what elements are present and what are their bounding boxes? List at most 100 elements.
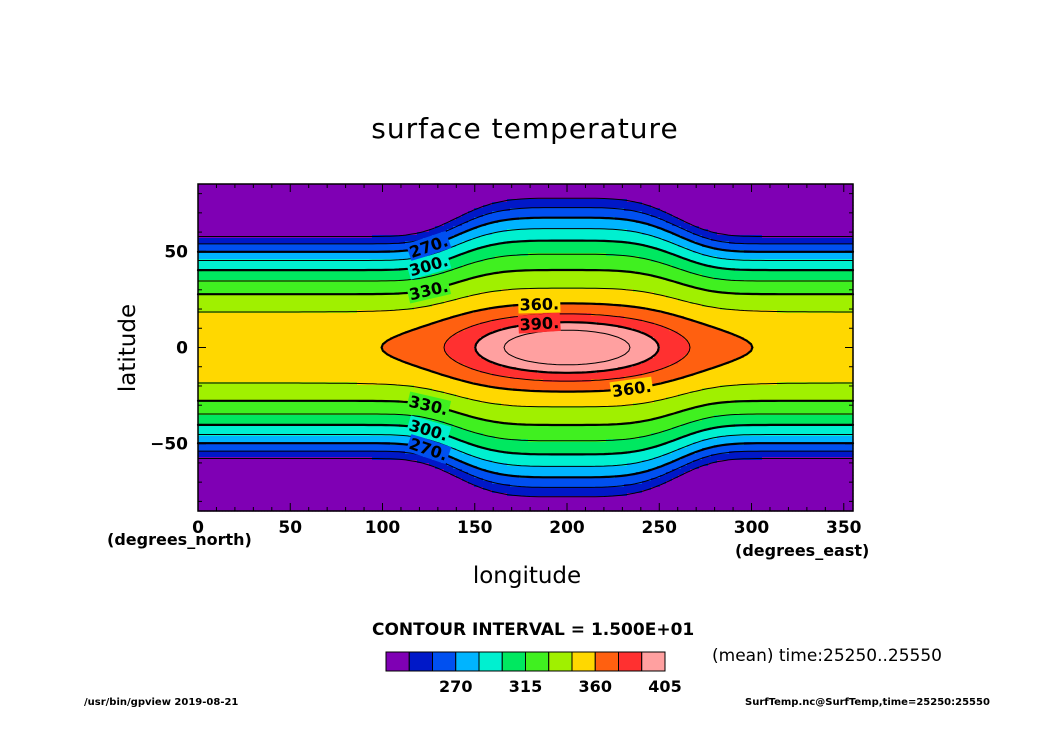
fill-cell [219,196,223,200]
fill-cell [594,184,598,188]
fill-cell [261,196,265,200]
fill-cell [729,184,733,188]
fill-cell [204,190,208,194]
fill-cell [849,202,853,206]
fill-cell [747,184,751,188]
fill-cell [801,184,805,188]
fill-cell [498,193,502,197]
fill-cell [414,199,418,203]
fill-cell [513,202,517,206]
fill-cell [267,199,271,203]
fill-cell [600,199,604,203]
fill-cell [702,193,706,197]
fill-cell [609,202,613,206]
fill-cell [471,199,475,203]
fill-cell [774,184,778,188]
fill-cell [567,184,571,188]
fill-cell [660,202,664,206]
fill-cell [597,193,601,197]
fill-cell [255,187,259,191]
fill-cell [264,193,268,197]
fill-cell [246,205,250,209]
fill-cell [765,199,769,203]
fill-cell [222,184,226,188]
fill-cell [741,187,745,191]
fill-cell [705,196,709,200]
fill-cell [663,202,667,206]
fill-cell [846,187,850,191]
fill-cell [504,184,508,188]
fill-cell [408,196,412,200]
fill-cell [201,202,205,206]
fill-cell [528,193,532,197]
fill-cell [537,202,541,206]
fill-cell [633,190,637,194]
fill-cell [312,205,316,209]
fill-cell [789,187,793,191]
fill-cell [390,184,394,188]
fill-cell [783,202,787,206]
fill-cell [690,199,694,203]
fill-cell [543,187,547,191]
fill-cell [528,190,532,194]
fill-cell [363,199,367,203]
fill-cell [798,184,802,188]
fill-cell [738,193,742,197]
fill-cell [519,187,523,191]
fill-cell [435,199,439,203]
fill-cell [336,199,340,203]
fill-cell [693,184,697,188]
fill-cell [711,199,715,203]
fill-cell [501,184,505,188]
fill-cell [759,196,763,200]
fill-cell [630,184,634,188]
fill-cell [204,187,208,191]
fill-cell [576,190,580,194]
fill-cell [585,199,589,203]
fill-cell [663,199,667,203]
fill-cell [201,196,205,200]
fill-cell [216,199,220,203]
fill-cell [477,199,481,203]
fill-cell [828,190,832,194]
fill-cell [690,187,694,191]
fill-cell [471,187,475,191]
fill-cell [522,196,526,200]
fill-cell [600,202,604,206]
fill-cell [258,199,262,203]
fill-cell [318,193,322,197]
fill-cell [669,184,673,188]
fill-cell [444,187,448,191]
fill-cell [579,199,583,203]
fill-cell [798,190,802,194]
fill-cell [219,190,223,194]
fill-cell [567,199,571,203]
fill-cell [387,187,391,191]
fill-cell [756,202,760,206]
fill-cell [204,196,208,200]
fill-cell [795,193,799,197]
fill-cell [228,202,232,206]
fill-cell [741,202,745,206]
fill-cell [423,193,427,197]
fill-cell [585,190,589,194]
fill-cell [447,184,451,188]
fill-cell [708,202,712,206]
fill-cell [711,196,715,200]
fill-cell [381,205,385,209]
fill-cell [723,187,727,191]
fill-cell [840,193,844,197]
fill-cell [630,199,634,203]
fill-cell [774,187,778,191]
fill-cell [762,199,766,203]
fill-cell [468,202,472,206]
fill-cell [336,190,340,194]
fill-cell [270,199,274,203]
fill-cell [417,187,421,191]
fill-cell [279,202,283,206]
fill-cell [228,187,232,191]
fill-cell [432,199,436,203]
fill-cell [330,187,334,191]
fill-cell [306,205,310,209]
fill-cell [795,196,799,200]
